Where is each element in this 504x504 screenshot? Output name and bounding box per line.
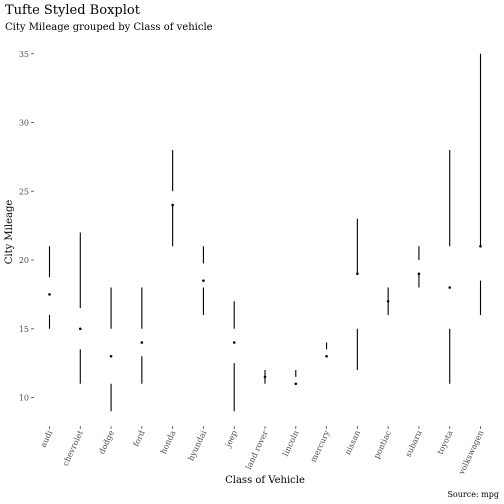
median-point (448, 286, 452, 289)
y-tick-label: 15 (19, 325, 29, 334)
boxplot-pontiac (386, 287, 390, 315)
median-point (78, 327, 82, 331)
median-point (294, 382, 298, 386)
x-axis-title: Class of Vehicle (225, 475, 305, 486)
median-point (263, 375, 267, 379)
x-tick-label: mercury (309, 429, 332, 464)
boxplot-jeep (232, 301, 236, 412)
x-tick-label: subaru (404, 429, 424, 458)
boxplot-dodge (109, 287, 113, 412)
boxplot-subaru (417, 246, 421, 288)
plot-area (48, 53, 482, 412)
median-point (356, 272, 359, 276)
x-tick-label: ford (131, 429, 146, 448)
median-point (171, 203, 174, 207)
x-tick-label: honda (159, 429, 178, 456)
x-tick-label: hyundai (186, 429, 208, 463)
median-point (479, 244, 482, 248)
median-point (109, 354, 113, 358)
y-tick-label: 35 (19, 50, 29, 59)
boxplot-hyundai (202, 246, 205, 315)
median-point (48, 293, 51, 296)
boxplot-lincoln (294, 370, 298, 386)
y-axis-title: City Mileage (4, 200, 15, 265)
median-point (417, 272, 421, 276)
source-caption: Source: mpg (447, 490, 499, 499)
chart-subtitle: City Mileage grouped by Class of vehicle (5, 22, 213, 33)
x-tick-label: jeep (223, 429, 239, 449)
median-point (202, 279, 205, 282)
x-tick-label: toyota (436, 429, 455, 456)
x-tick-label: nissan (343, 429, 362, 456)
chart-title: Tufte Styled Boxplot (5, 3, 141, 18)
boxplot-mercury (325, 342, 328, 358)
y-tick-label: 25 (19, 187, 29, 196)
boxplot-audi (48, 246, 51, 329)
median-point (386, 299, 390, 303)
x-tick-label: dodge (97, 429, 116, 456)
y-tick-label: 10 (19, 394, 29, 403)
boxplot-honda (171, 150, 174, 247)
boxplot-land-rover (263, 370, 267, 384)
x-axis: audi chevrolet dodge ford honda hyundai jeep la… (39, 426, 486, 477)
y-axis: 10 15 20 25 30 35 (19, 50, 34, 403)
boxplot-toyota (448, 150, 452, 384)
y-tick-label: 20 (19, 256, 29, 265)
median-point (325, 354, 328, 358)
x-tick-label: audi (39, 429, 55, 449)
boxplot-ford (140, 287, 144, 384)
x-tick-label: land rover (244, 429, 270, 471)
x-tick-label: lincoln (281, 429, 301, 458)
median-point (140, 341, 144, 344)
boxplot-volkswagen (479, 53, 482, 315)
boxplot-chevrolet (78, 232, 82, 384)
boxplot-nissan (356, 218, 359, 370)
x-tick-label: volkswagen (457, 429, 486, 477)
x-tick-label: chevrolet (61, 428, 86, 467)
y-tick-label: 30 (19, 119, 29, 128)
x-tick-label: pontiac (372, 429, 393, 461)
median-point (232, 341, 236, 344)
